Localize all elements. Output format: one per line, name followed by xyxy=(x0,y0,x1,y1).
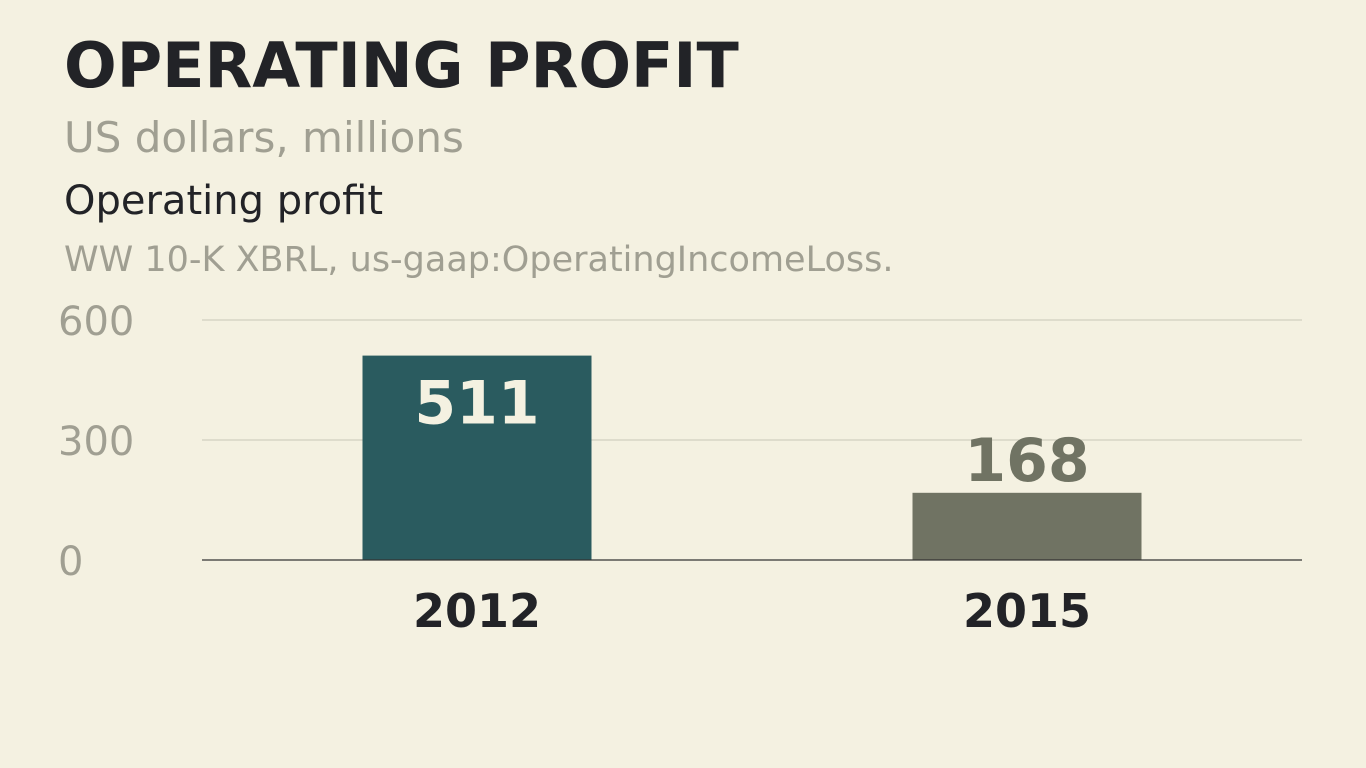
data-label: 168 xyxy=(964,426,1089,496)
data-label: 511 xyxy=(414,369,539,439)
chart-subtitle: US dollars, millions xyxy=(64,113,464,162)
y-tick-label: 300 xyxy=(58,419,134,465)
bar xyxy=(362,355,592,560)
y-tick-label: 600 xyxy=(58,299,134,345)
y-tick-label: 0 xyxy=(58,539,83,585)
chart-title: OPERATING PROFIT xyxy=(64,29,739,102)
bar xyxy=(912,492,1142,560)
source-note: WW 10-K XBRL, us-gaap:OperatingIncomeLos… xyxy=(64,240,894,280)
x-tick-label: 2015 xyxy=(963,584,1091,638)
series-label: Operating profit xyxy=(64,178,384,224)
x-tick-label: 2012 xyxy=(413,584,541,638)
